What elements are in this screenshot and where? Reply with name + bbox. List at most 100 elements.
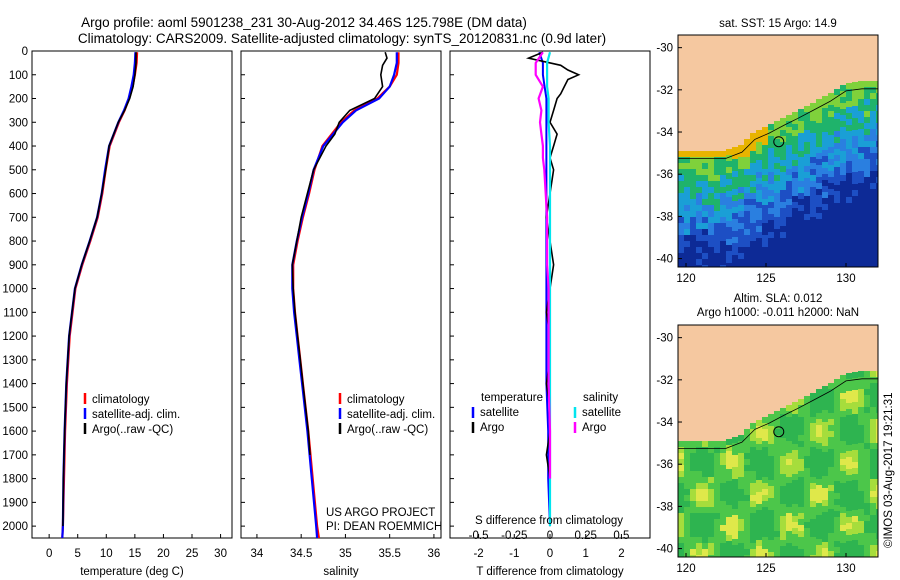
map-cell	[858, 455, 865, 462]
map-cell	[852, 480, 859, 487]
map-cell	[804, 438, 811, 445]
map-cell	[780, 178, 787, 185]
map-cell	[774, 555, 781, 557]
map-cell	[816, 123, 823, 130]
map-cell	[822, 264, 829, 267]
map-cell	[792, 450, 799, 457]
map-cell	[810, 121, 817, 128]
map-cell	[714, 259, 721, 266]
map-cell	[840, 375, 847, 382]
map-cell	[816, 425, 823, 432]
depth-contour	[678, 88, 878, 159]
map-cell	[810, 175, 817, 182]
map-cell	[798, 471, 805, 478]
map-cell	[774, 157, 781, 164]
map-cell	[840, 97, 847, 104]
map-cell	[738, 465, 745, 472]
map-cell	[828, 437, 835, 444]
map-cell	[768, 202, 775, 209]
map-cell	[780, 196, 787, 203]
map-cell	[840, 229, 847, 236]
map-cell	[846, 221, 853, 228]
map-cell	[852, 504, 859, 511]
map-cell	[822, 548, 829, 555]
map-cell	[756, 432, 763, 439]
map-cell	[792, 154, 799, 161]
map-cell	[726, 499, 733, 506]
map-cell	[810, 139, 817, 146]
map-cell	[780, 486, 787, 493]
map-cell	[852, 510, 859, 517]
map-cell	[846, 233, 853, 240]
map-cell	[690, 187, 697, 194]
map-cell	[768, 540, 775, 547]
map-cell	[798, 199, 805, 206]
map-cell	[690, 507, 697, 514]
map-cell	[870, 111, 877, 118]
map-cell	[864, 533, 871, 540]
map-cell	[846, 113, 853, 120]
map-cell	[864, 213, 871, 220]
map-cell	[870, 237, 877, 244]
map-cell	[780, 226, 787, 233]
map-cell	[876, 123, 878, 130]
map-cell	[720, 459, 727, 466]
map-cell	[756, 244, 763, 251]
legend-entry: Argo(..raw -QC)	[92, 424, 173, 436]
map-cell	[774, 259, 781, 266]
map-cell	[864, 443, 871, 450]
map-cell	[714, 483, 721, 490]
map-cell	[816, 183, 823, 190]
map-cell	[732, 231, 739, 238]
y-tick-label: 600	[9, 189, 28, 201]
map-cell	[684, 223, 691, 230]
map-cell	[732, 207, 739, 214]
map-cell	[816, 479, 823, 486]
map-cell	[840, 435, 847, 442]
map-cell	[750, 133, 757, 140]
map-cell	[828, 509, 835, 516]
map-cell	[780, 462, 787, 469]
map-cell	[876, 407, 878, 414]
map-cell	[750, 423, 757, 430]
map-cell	[846, 161, 853, 168]
map-cell	[822, 144, 829, 151]
map-cell	[858, 261, 865, 267]
map-cell	[864, 249, 871, 256]
map-cell	[756, 190, 763, 197]
map-cell	[762, 223, 769, 230]
map-cell	[846, 101, 853, 108]
map-cell	[816, 407, 823, 414]
map-cell	[828, 189, 835, 196]
x-tick-label: 25	[186, 548, 199, 560]
map-cell	[816, 195, 823, 202]
map-cell	[852, 196, 859, 203]
map-cell	[768, 420, 775, 427]
map-cell	[792, 226, 799, 233]
map-cell	[696, 253, 703, 260]
map-cell	[684, 229, 691, 236]
map-cell	[708, 549, 715, 556]
map-cell	[798, 501, 805, 508]
map-cell	[810, 163, 817, 170]
map-cell	[864, 431, 871, 438]
map-cell	[876, 111, 878, 118]
map-cell	[696, 205, 703, 212]
map-cell	[810, 465, 817, 472]
map-cell	[828, 129, 835, 136]
map-cell	[750, 429, 757, 436]
y-tick-label: 400	[9, 141, 28, 153]
map-cell	[702, 525, 709, 532]
x2-axis-label: S difference from climatology	[475, 515, 623, 527]
map-cell	[708, 441, 715, 448]
map-cell	[876, 419, 878, 426]
map-cell	[798, 447, 805, 454]
map-cell	[840, 199, 847, 206]
map-cell	[774, 447, 781, 454]
map-cell	[816, 219, 823, 226]
map-cell	[864, 237, 871, 244]
map-cell	[828, 533, 835, 540]
map-cell	[822, 506, 829, 513]
map-cell	[828, 473, 835, 480]
